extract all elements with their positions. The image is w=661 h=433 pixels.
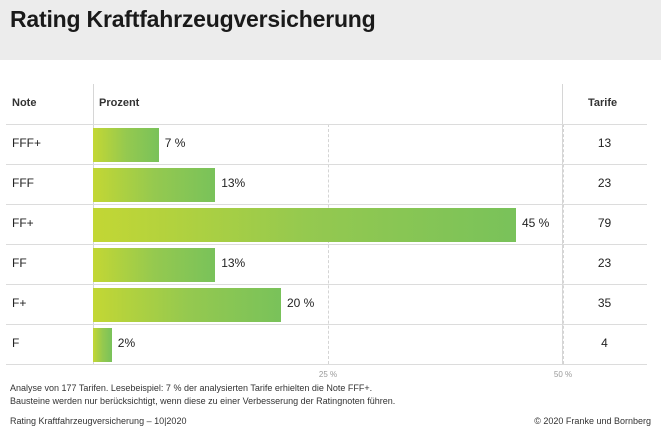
row-separator bbox=[6, 364, 647, 365]
bar-f-plus bbox=[93, 288, 281, 322]
row-separator bbox=[6, 324, 647, 325]
table-row: F+ 20 % 35 bbox=[0, 284, 661, 324]
bar-value-label: 2% bbox=[117, 336, 136, 350]
bar-value-label: 13% bbox=[221, 256, 246, 270]
tariff-count: 23 bbox=[597, 256, 612, 270]
rating-label: FF bbox=[12, 256, 27, 270]
tariff-count: 13 bbox=[597, 136, 612, 150]
page-title: Rating Kraftfahrzeugversicherung bbox=[10, 6, 376, 32]
rating-label: F bbox=[12, 336, 20, 350]
table-row: FF+ 45 % 79 bbox=[0, 204, 661, 244]
x-tick-label: 25 % bbox=[318, 370, 338, 379]
row-separator bbox=[6, 284, 647, 285]
bar-value-label: 20 % bbox=[287, 296, 315, 310]
modules-note: Bausteine werden nur berücksichtigt, wen… bbox=[10, 396, 396, 406]
bar-value-label: 7 % bbox=[164, 136, 186, 150]
table-row: FFF+ 7 % 13 bbox=[0, 124, 661, 164]
bar-fff bbox=[93, 168, 216, 202]
tariff-count: 23 bbox=[597, 176, 612, 190]
column-header-tariffs: Tarife bbox=[588, 97, 618, 109]
footer-copyright: © 2020 Franke und Bornberg bbox=[534, 416, 651, 426]
rating-label: FFF+ bbox=[12, 136, 41, 150]
table-row: FFF 13% 23 bbox=[0, 164, 661, 204]
rating-label: FF+ bbox=[12, 216, 34, 230]
row-separator bbox=[6, 204, 647, 205]
rating-label: FFF bbox=[12, 176, 34, 190]
tariff-count: 4 bbox=[601, 336, 608, 350]
column-header-percent: Prozent bbox=[99, 97, 140, 109]
column-header-note: Note bbox=[12, 97, 37, 109]
x-tick-label: 50 % bbox=[553, 370, 573, 379]
bar-fff-plus bbox=[93, 128, 159, 162]
analysis-note: Analyse von 177 Tarifen. Lesebeispiel: 7… bbox=[10, 383, 373, 393]
row-separator bbox=[6, 124, 647, 125]
bar-ff bbox=[93, 248, 216, 282]
header-banner: Rating Kraftfahrzeugversicherung bbox=[0, 0, 661, 60]
row-separator bbox=[6, 244, 647, 245]
tariff-count: 79 bbox=[597, 216, 612, 230]
bar-f bbox=[93, 328, 112, 362]
bar-ff-plus bbox=[93, 208, 516, 242]
tariff-count: 35 bbox=[597, 296, 612, 310]
table-row: F 2% 4 bbox=[0, 324, 661, 364]
row-separator bbox=[6, 164, 647, 165]
rating-label: F+ bbox=[12, 296, 27, 310]
table-row: FF 13% 23 bbox=[0, 244, 661, 284]
rating-chart: Note Prozent Tarife FFF+ 7 % 13 FFF 13% 23 FF+… bbox=[0, 84, 661, 365]
column-separator-2 bbox=[562, 84, 563, 364]
footer-source: Rating Kraftfahrzeugversicherung – 10|20… bbox=[10, 416, 187, 426]
bar-value-label: 45 % bbox=[522, 216, 550, 230]
bar-value-label: 13% bbox=[221, 176, 246, 190]
